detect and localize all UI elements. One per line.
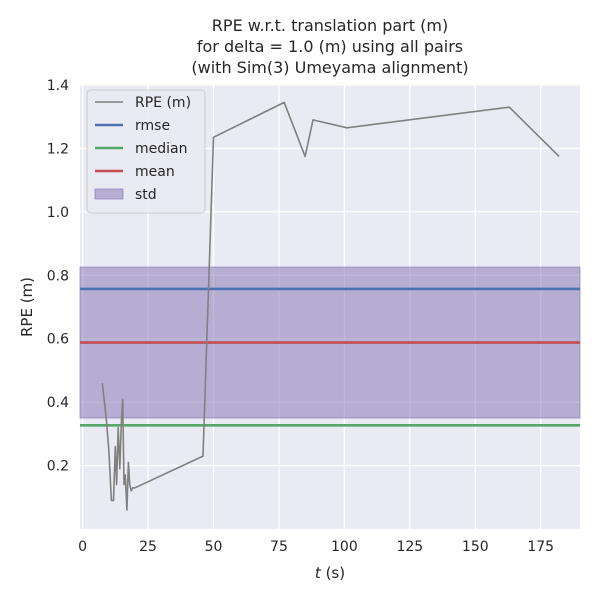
y-tick-label-6: 1.4	[47, 78, 69, 94]
y-tick-label-0: 0.2	[47, 459, 69, 475]
legend-box	[86, 89, 206, 214]
x-tick-label-7: 175	[527, 539, 554, 555]
x-tick-label-2: 50	[205, 539, 223, 555]
x-tick-label-3: 75	[270, 539, 288, 555]
legend-label-rmse: rmse	[135, 118, 170, 134]
legend-label-series-0: RPE (m)	[135, 95, 191, 111]
x-axis-label-italic: t	[315, 564, 322, 582]
x-tick-label-4: 100	[331, 539, 358, 555]
legend-label-median: median	[135, 141, 187, 157]
x-tick-labels: 0 25 50 75 100 125 150 175	[78, 539, 554, 555]
x-axis-label: t (s)	[315, 564, 345, 582]
chart-title-line-1: RPE w.r.t. translation part (m)	[212, 16, 448, 35]
y-tick-label-1: 0.4	[47, 395, 69, 411]
legend-swatch-std	[94, 188, 124, 200]
y-tick-label-3: 0.8	[47, 268, 69, 284]
x-axis-label-unit: (s)	[321, 564, 345, 582]
series-layer	[101, 101, 560, 511]
chart-title-line-2: for delta = 1.0 (m) using all pairs	[197, 37, 463, 56]
y-tick-labels: 0.2 0.4 0.6 0.8 1.0 1.2 1.4	[47, 78, 69, 475]
x-tick-label-5: 125	[396, 539, 423, 555]
x-tick-label-1: 25	[139, 539, 157, 555]
chart-title-line-3: (with Sim(3) Umeyama alignment)	[191, 58, 468, 77]
legend: RPE (m) rmse median mean std	[86, 89, 206, 214]
chart-title: RPE w.r.t. translation part (m) for delt…	[191, 16, 468, 77]
legend-label-mean: mean	[135, 164, 175, 180]
y-tick-label-2: 0.6	[47, 332, 69, 348]
y-axis-label: RPE (m)	[18, 277, 36, 337]
series-line-0	[101, 101, 560, 511]
y-tick-label-5: 1.2	[47, 141, 69, 157]
x-tick-label-6: 150	[462, 539, 489, 555]
y-tick-label-4: 1.0	[47, 205, 69, 221]
x-tick-label-0: 0	[78, 539, 87, 555]
legend-label-std: std	[135, 187, 157, 203]
statistic-lines	[80, 287, 580, 427]
